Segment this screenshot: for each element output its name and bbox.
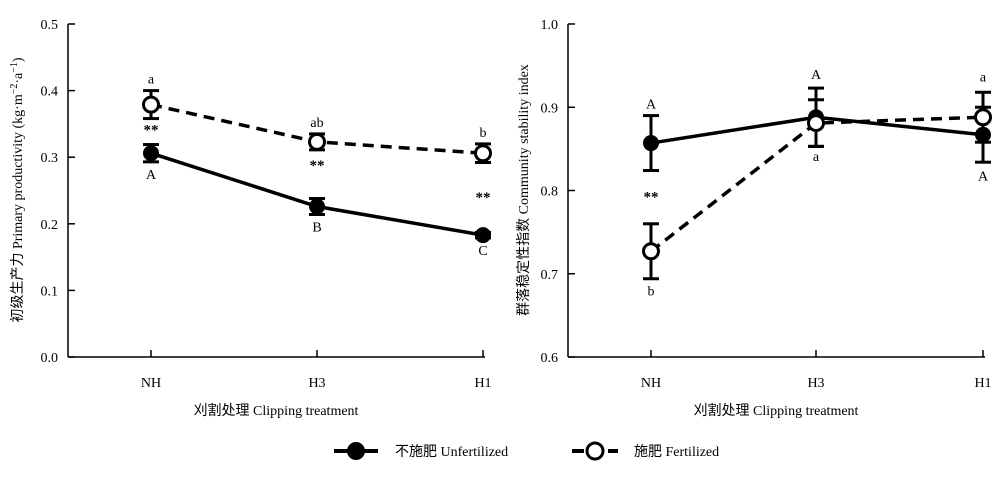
significance-marker: **	[644, 189, 659, 205]
y-ticks: 0.6 0.7 0.8 0.9 1.0	[541, 18, 575, 366]
x-ticks: NH H3 H1	[141, 350, 492, 391]
x-tick-label: H1	[974, 376, 991, 391]
x-tick-label: H1	[474, 376, 491, 391]
group-label: A	[646, 98, 657, 113]
group-label: A	[978, 169, 989, 184]
y-tick-label: 0.7	[541, 268, 559, 283]
group-label: a	[148, 73, 155, 88]
legend-marker-filled	[347, 442, 365, 460]
y-tick-label: 0.4	[41, 85, 59, 100]
y-tick-label: 0.2	[41, 218, 59, 233]
x-ticks: NH H3 H1	[641, 350, 992, 391]
group-label: A	[811, 68, 822, 83]
stability-chart: 0.6 0.7 0.8 0.9 1.0 NH H3 H1 A A Ab a a ** 刈割处理 Cli…	[516, 18, 992, 419]
x-axis-title: 刈割处理 Clipping treatment	[194, 402, 359, 419]
data-point-filled	[309, 198, 325, 215]
data-points	[642, 108, 992, 261]
y-tick-label: 0.0	[41, 351, 59, 366]
data-point-open	[474, 144, 492, 163]
y-ticks: 0.0 0.1 0.2 0.3 0.4 0.5	[41, 18, 75, 366]
data-point-filled	[975, 126, 991, 143]
y-axis-title-sup2: −1	[9, 62, 20, 73]
group-label: a	[813, 150, 820, 165]
data-point-open	[642, 242, 660, 261]
significance-marker: **	[310, 158, 325, 174]
annotations: A B Ca ab b ** ** **	[144, 73, 491, 259]
group-label: A	[146, 168, 157, 183]
significance-marker: **	[476, 190, 491, 206]
data-points	[142, 95, 492, 244]
group-label: b	[648, 285, 655, 300]
x-tick-label: H3	[308, 376, 325, 391]
significance-marker: **	[144, 123, 159, 139]
y-axis-title: 初级生产力 Primary productivity (kg·m−2·a−1)	[9, 57, 26, 322]
data-point-filled	[143, 145, 159, 162]
productivity-chart: 0.00.10.20.30.40.5 NH H3 H1 ABCaabb****** …	[9, 18, 492, 419]
y-axis-title-main: 初级生产力 Primary productivity (kg·m	[9, 94, 26, 322]
x-tick-label: NH	[141, 376, 161, 391]
group-label: a	[980, 71, 987, 86]
y-axis-title-end: )	[11, 57, 26, 62]
y-axis-title: 群落稳定性指数 Community stability index	[516, 64, 532, 316]
y-tick-label: 0.5	[41, 18, 59, 33]
x-tick-label: NH	[641, 376, 661, 391]
y-tick-label: 0.6	[541, 351, 559, 366]
y-tick-label: 0.1	[41, 284, 59, 299]
data-point-open	[308, 132, 326, 151]
y-tick-label: 1.0	[541, 18, 559, 33]
data-point-filled	[643, 135, 659, 152]
data-point-open	[142, 95, 160, 114]
group-label: b	[480, 126, 487, 141]
y-tick-label: 0.9	[541, 101, 559, 116]
group-label: B	[312, 220, 321, 235]
y-axis-title-mid: ·a	[11, 72, 26, 84]
data-point-filled	[475, 227, 491, 244]
data-point-open	[974, 108, 992, 127]
annotations: A A Ab a a **	[644, 68, 989, 300]
data-point-open	[807, 114, 825, 133]
legend-label-unfertilized: 不施肥 Unfertilized	[395, 444, 508, 460]
x-tick-label: H3	[807, 376, 824, 391]
y-tick-label: 0.8	[541, 185, 559, 200]
legend-item-unfertilized: 不施肥 Unfertilized	[334, 442, 508, 460]
legend-label-fertilized: 施肥 Fertilized	[634, 444, 719, 460]
legend: 不施肥 Unfertilized 施肥 Fertilized	[334, 441, 719, 461]
legend-item-fertilized: 施肥 Fertilized	[572, 441, 719, 461]
group-label: ab	[310, 116, 323, 131]
y-axis-title-sup: −2	[9, 84, 20, 95]
x-axis-title: 刈割处理 Clipping treatment	[694, 402, 859, 419]
y-tick-label: 0.3	[41, 151, 59, 166]
legend-marker-open	[585, 441, 605, 461]
group-label: C	[478, 244, 487, 259]
